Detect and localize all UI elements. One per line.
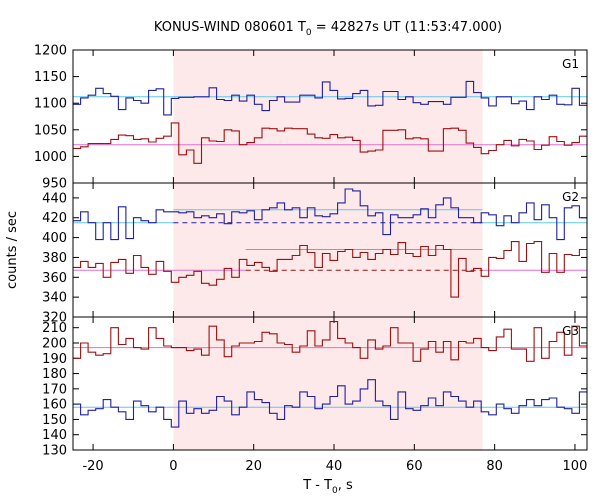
series-step-line: [73, 241, 587, 298]
series-step-line: [73, 122, 587, 164]
plot-area: 95010001050110011501200G1320340360380400…: [34, 44, 588, 474]
series-step-line: [73, 321, 587, 362]
series-step-line: [73, 379, 587, 428]
panel-g2: 320 340 360 380 400 420 440 G2: [42, 182, 588, 326]
y-tick-label: 360: [42, 271, 67, 286]
y-tick-label: 160: [42, 398, 67, 413]
y-tick-label: 200: [42, 336, 67, 351]
x-axis-title: T - T0, s: [302, 478, 353, 496]
x-tick-label: 80: [486, 459, 503, 474]
x-tick-label: 40: [326, 459, 343, 474]
y-tick-label: 170: [42, 382, 67, 397]
y-tick-label: 140: [42, 428, 67, 443]
y-tick-label: 440: [42, 191, 67, 206]
y-tick-label: 1000: [34, 150, 67, 165]
y-tick-label: 150: [42, 413, 67, 428]
y-tick-label: 400: [42, 231, 67, 246]
y-tick-label: 420: [42, 211, 67, 226]
panel-frame: [72, 316, 588, 451]
y-tick-label: 130: [42, 444, 67, 459]
panel-label: G3: [562, 324, 579, 338]
panel-g1: 950 1000 1050 1100 1150 1200 G1: [34, 44, 588, 192]
x-tick-label: 0: [169, 459, 177, 474]
y-tick-label: 340: [42, 291, 67, 306]
y-tick-label: 950: [42, 177, 67, 192]
y-axis-title: counts / sec: [5, 211, 20, 289]
series-step-line: [73, 188, 587, 241]
y-tick-label: 320: [42, 311, 67, 326]
x-tick-label: -20: [82, 459, 103, 474]
y-tick-label: 180: [42, 367, 67, 382]
x-tick-label: 20: [245, 459, 262, 474]
y-tick-label: 1100: [34, 97, 67, 112]
y-tick-label: 190: [42, 352, 67, 367]
x-tick-label: 100: [563, 459, 588, 474]
panel-label: G1: [562, 57, 579, 71]
panel-label: G2: [562, 190, 579, 204]
chart-title: KONUS-WIND 080601 T0 = 42827s UT (11:53:…: [154, 20, 502, 38]
y-tick-label: 210: [42, 321, 67, 336]
x-tick-label: 60: [406, 459, 423, 474]
series-step-line: [73, 80, 587, 116]
y-tick-label: 380: [42, 251, 67, 266]
y-tick-label: 1050: [34, 123, 67, 138]
y-tick-label: 1150: [34, 70, 67, 85]
y-tick-label: 1200: [34, 44, 67, 59]
